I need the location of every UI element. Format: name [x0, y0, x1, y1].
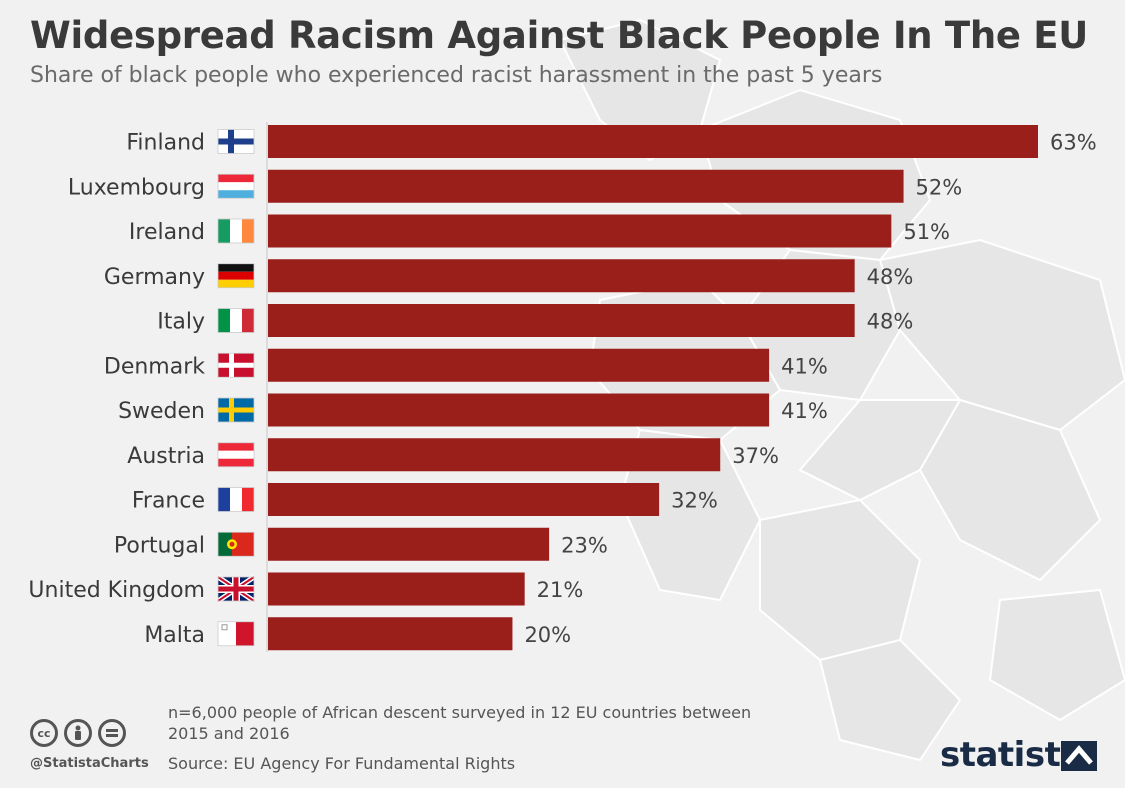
value-label-ireland: 51% — [903, 220, 950, 244]
statista-credit: @StatistaCharts — [30, 756, 149, 771]
value-label-italy: 48% — [867, 310, 914, 334]
value-label-malta: 20% — [524, 623, 571, 647]
license-icons: cc — [30, 719, 126, 747]
value-label-finland: 63% — [1050, 131, 1097, 155]
value-label-portugal: 23% — [561, 533, 608, 557]
category-label-france: France — [132, 489, 205, 514]
value-label-austria: 37% — [732, 444, 779, 468]
bar-denmark — [268, 348, 770, 382]
sweden-flag — [217, 397, 255, 423]
category-label-malta: Malta — [144, 623, 205, 648]
category-label-luxembourg: Luxembourg — [68, 175, 205, 200]
denmark-flag — [217, 352, 255, 378]
bar-portugal — [268, 527, 550, 561]
cc-icon: cc — [30, 719, 58, 747]
value-label-sweden: 41% — [781, 399, 828, 423]
bar-luxembourg — [268, 169, 904, 203]
bar-finland — [268, 125, 1038, 158]
bar-malta — [268, 617, 513, 651]
bar-germany — [268, 259, 855, 293]
value-label-luxembourg: 52% — [916, 175, 963, 199]
category-label-austria: Austria — [127, 444, 205, 469]
source-note: Source: EU Agency For Fundamental Rights — [168, 754, 516, 773]
ireland-flag — [217, 218, 255, 244]
footnote: n=6,000 people of African descent survey… — [168, 703, 752, 743]
finland-flag — [217, 129, 255, 154]
category-label-germany: Germany — [104, 265, 205, 290]
value-label-germany: 48% — [867, 265, 914, 289]
attribution-icon — [64, 719, 92, 747]
france-flag — [217, 487, 255, 512]
italy-flag — [217, 308, 255, 333]
category-label-portugal: Portugal — [114, 533, 205, 558]
bar-united-kingdom — [268, 572, 525, 606]
bar-austria — [268, 438, 721, 472]
category-label-italy: Italy — [157, 310, 205, 335]
malta-flag — [217, 621, 255, 647]
chart-title: Widespread Racism Against Black People I… — [30, 14, 1089, 57]
category-label-sweden: Sweden — [118, 399, 205, 424]
category-label-united-kingdom: United Kingdom — [28, 578, 205, 603]
category-label-finland: Finland — [126, 131, 205, 156]
category-label-ireland: Ireland — [129, 220, 205, 245]
bar-ireland — [268, 214, 892, 248]
value-label-denmark: 41% — [781, 354, 828, 378]
no-derivatives-icon — [98, 719, 126, 747]
statista-logo-icon — [1061, 741, 1097, 771]
chart-subtitle: Share of black people who experienced ra… — [30, 63, 883, 88]
luxembourg-flag — [217, 173, 255, 199]
category-label-denmark: Denmark — [104, 354, 205, 379]
value-label-france: 32% — [671, 489, 718, 513]
value-label-united-kingdom: 21% — [537, 578, 584, 602]
bar-france — [268, 483, 660, 516]
bar-sweden — [268, 393, 770, 427]
portugal-flag — [217, 531, 255, 557]
austria-flag — [217, 442, 255, 468]
bar-italy — [268, 304, 855, 337]
statista-logo: statista — [940, 735, 1083, 775]
united-kingdom-flag — [216, 574, 256, 604]
germany-flag — [217, 263, 255, 289]
